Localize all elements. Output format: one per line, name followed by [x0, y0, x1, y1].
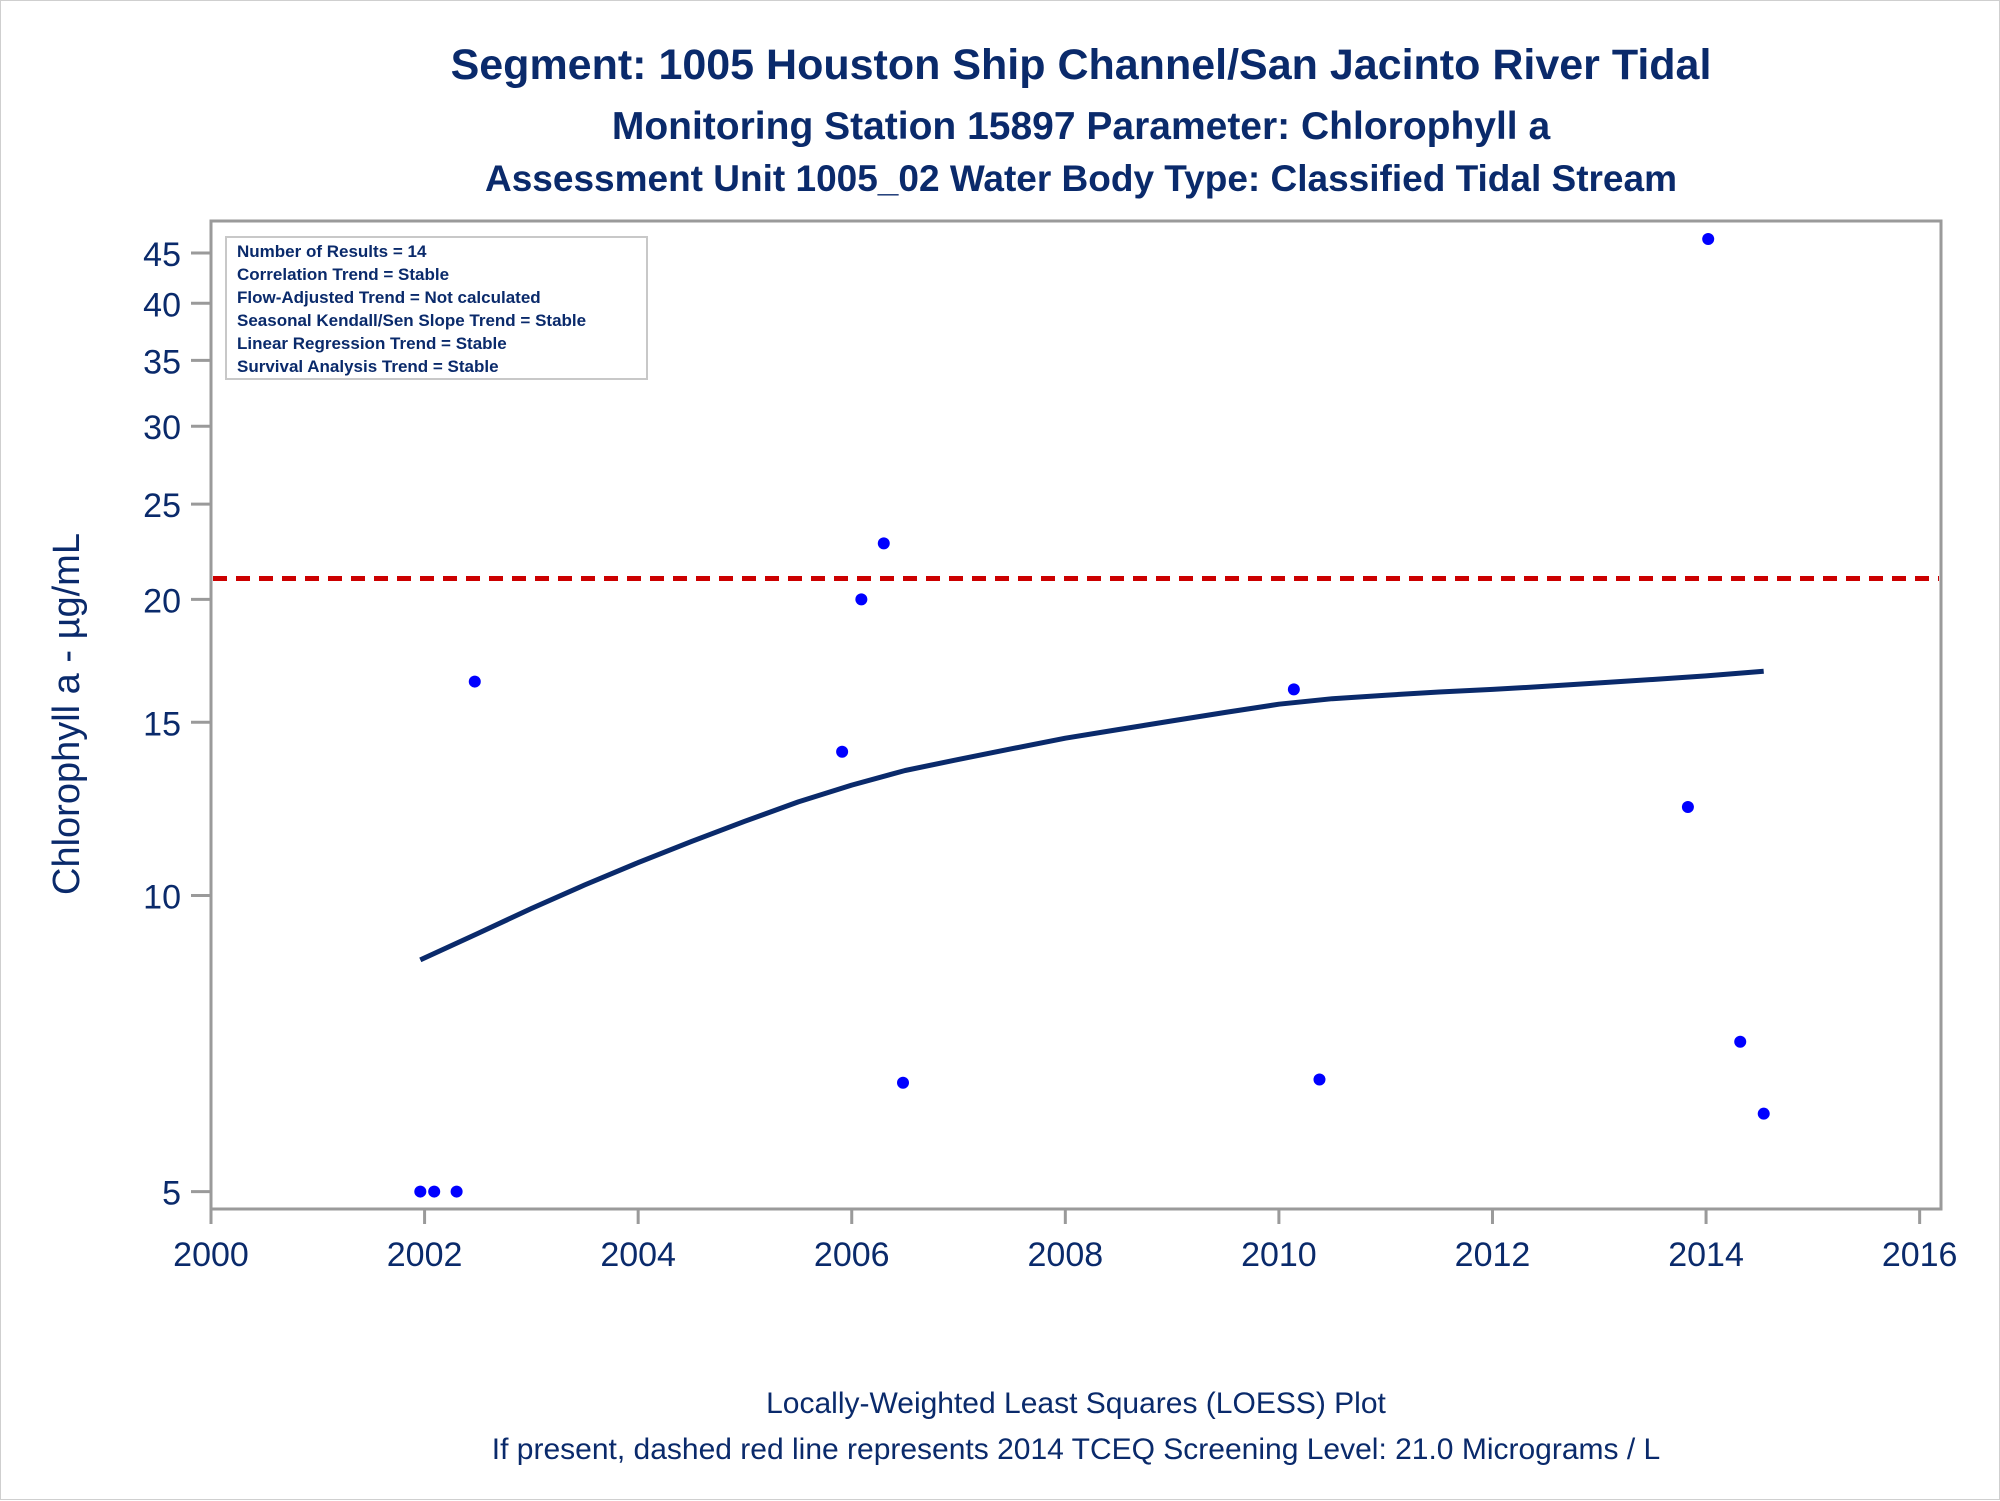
stats-line-seasonal-kendall: Seasonal Kendall/Sen Slope Trend = Stabl…	[237, 311, 586, 330]
y-tick-label: 15	[143, 705, 181, 743]
stats-line-results: Number of Results = 14	[237, 242, 427, 261]
data-point	[450, 1185, 463, 1198]
footnote-screening-level: If present, dashed red line represents 2…	[492, 1433, 1660, 1466]
data-point	[1313, 1073, 1326, 1086]
x-tick-label: 2014	[1668, 1236, 1744, 1274]
data-point	[468, 675, 481, 688]
chart-subtitle-assessment: Assessment Unit 1005_02 Water Body Type:…	[485, 158, 1677, 199]
x-tick-label: 2002	[387, 1236, 463, 1274]
data-points-group	[414, 232, 1770, 1198]
y-tick-label: 25	[143, 487, 181, 525]
y-tick-label: 5	[162, 1175, 181, 1213]
data-point	[1287, 683, 1300, 696]
y-tick-label: 10	[143, 878, 181, 916]
stats-line-flow-adjusted: Flow-Adjusted Trend = Not calculated	[237, 288, 541, 307]
data-point	[1681, 801, 1694, 814]
data-point	[1734, 1035, 1747, 1048]
x-tick-label: 2010	[1241, 1236, 1317, 1274]
x-tick-label: 2008	[1028, 1236, 1104, 1274]
y-tick-label: 20	[143, 582, 181, 620]
plot-area-frame	[209, 219, 1943, 1211]
x-tick-label: 2006	[814, 1236, 890, 1274]
x-tick-label: 2000	[173, 1236, 249, 1274]
stats-line-correlation: Correlation Trend = Stable	[237, 265, 449, 284]
stats-line-survival-analysis: Survival Analysis Trend = Stable	[237, 357, 499, 376]
stats-box: Number of Results = 14 Correlation Trend…	[225, 236, 648, 380]
stats-line-linear-regression: Linear Regression Trend = Stable	[237, 334, 507, 353]
y-tick-label: 35	[143, 343, 181, 381]
footnote-loess: Locally-Weighted Least Squares (LOESS) P…	[766, 1387, 1386, 1420]
x-tick-label: 2016	[1882, 1236, 1958, 1274]
y-axis: 5 10 15 20 25 30 35 40 45	[143, 236, 211, 1213]
data-point	[1702, 232, 1715, 245]
loess-curve-group	[419, 668, 1764, 963]
data-point	[1757, 1107, 1770, 1120]
stats-box-frame	[225, 236, 648, 380]
y-axis-label: Chlorophyll a - µg/mL	[46, 533, 88, 895]
y-tick-label: 40	[143, 286, 181, 324]
data-point	[877, 537, 890, 550]
chart-subtitle-station: Monitoring Station 15897 Parameter: Chlo…	[612, 105, 1551, 148]
data-point	[414, 1185, 427, 1198]
data-point	[836, 745, 849, 758]
data-point	[897, 1076, 909, 1089]
x-tick-label: 2012	[1455, 1236, 1531, 1274]
loess-curve	[419, 668, 1764, 963]
x-axis: 2000 2002 2004 2006 2008 2010 2012 2014 2016	[173, 1209, 1957, 1274]
chart-title: Segment: 1005 Houston Ship Channel/San J…	[451, 41, 1712, 89]
data-point	[428, 1185, 441, 1198]
data-point	[855, 593, 868, 606]
x-tick-label: 2004	[600, 1236, 676, 1274]
y-tick-label: 45	[143, 236, 181, 274]
y-tick-label: 30	[143, 409, 181, 447]
